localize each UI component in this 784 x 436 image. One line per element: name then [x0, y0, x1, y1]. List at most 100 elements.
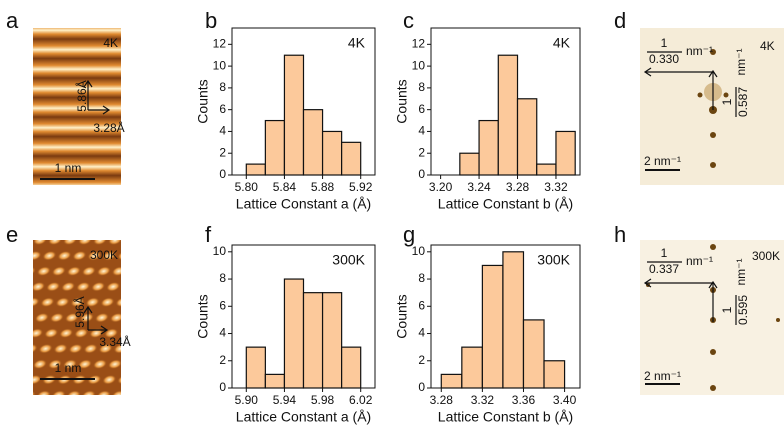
bar — [536, 163, 557, 176]
bar — [321, 292, 343, 389]
x-tick-label: 5.94 — [273, 393, 297, 407]
bar — [516, 98, 538, 176]
y-tick-label: 8 — [219, 271, 226, 285]
bar — [497, 54, 519, 176]
x-tick-label: 5.90 — [235, 393, 259, 407]
fraction: 1 — [720, 306, 734, 313]
axes-frame — [231, 244, 376, 389]
y-tick-label: 4 — [219, 326, 226, 340]
temperature-label: 4K — [553, 35, 571, 51]
y-tick-label: 4 — [219, 124, 226, 138]
y-tick-label: 0 — [418, 167, 425, 181]
scale-bar-label: 2 nm⁻¹ — [644, 154, 681, 168]
scale-bar-label: 2 nm⁻¹ — [644, 369, 681, 383]
x-tick-label: 5.88 — [311, 180, 335, 194]
lattice-label: 5.86Å — [74, 80, 89, 111]
temperature-label: 4K — [760, 39, 775, 53]
bar — [543, 360, 566, 389]
bar — [302, 292, 324, 389]
x-tick-label: 3.24 — [467, 180, 491, 194]
fraction: 0.337 — [649, 262, 679, 276]
y-tick-label: 0 — [418, 380, 425, 394]
y-tick-label: 6 — [418, 102, 425, 116]
bar — [502, 251, 525, 389]
y-tick-label: 0 — [219, 167, 226, 181]
y-tick-label: 4 — [418, 326, 425, 340]
bar — [283, 54, 305, 176]
bar — [245, 346, 266, 389]
y-tick-label: 12 — [412, 37, 426, 51]
stm-image — [33, 28, 121, 185]
temperature-label: 4K — [348, 35, 366, 51]
x-tick-label: 5.92 — [349, 180, 373, 194]
x-tick-label: 3.32 — [471, 393, 495, 407]
temperature-label: 300K — [90, 248, 118, 262]
lattice-label: 3.34Å — [99, 334, 130, 349]
x-tick-label: 5.84 — [273, 180, 297, 194]
axes-frame — [430, 244, 581, 389]
fraction: 1 — [720, 98, 734, 105]
y-tick-label: 2 — [219, 353, 226, 367]
panel-letter: b — [205, 8, 217, 33]
panel-letter: f — [205, 222, 212, 247]
y-tick-label: 6 — [219, 102, 226, 116]
bar — [245, 163, 266, 176]
unit: nm⁻¹ — [686, 254, 713, 268]
x-tick-label: 6.02 — [349, 393, 373, 407]
x-tick-label: 5.80 — [235, 180, 259, 194]
y-axis-label: Counts — [195, 79, 211, 123]
panel-letter: h — [614, 222, 626, 247]
bar — [522, 319, 545, 389]
bar — [264, 119, 286, 176]
y-tick-label: 6 — [219, 298, 226, 312]
x-axis-label: Lattice Constant b (Å) — [438, 409, 573, 425]
unit: nm⁻¹ — [686, 44, 713, 58]
temperature-label: 300K — [752, 249, 780, 263]
bar — [461, 346, 483, 389]
temperature-label: 300K — [332, 252, 365, 268]
x-tick-label: 3.28 — [430, 393, 454, 407]
bar — [481, 264, 504, 389]
scale-bar-label: 1 nm — [55, 161, 82, 175]
y-tick-label: 0 — [219, 380, 226, 394]
panel-letter: g — [403, 222, 415, 247]
bar — [283, 278, 305, 389]
y-tick-label: 6 — [418, 298, 425, 312]
x-tick-label: 3.32 — [544, 180, 568, 194]
fraction: 1 — [661, 36, 668, 50]
y-tick-label: 12 — [213, 37, 227, 51]
lattice-label: 5.96Å — [72, 296, 87, 327]
bar — [459, 152, 480, 176]
temperature-label: 4K — [103, 36, 118, 50]
bar — [341, 346, 362, 389]
x-axis-label: Lattice Constant b (Å) — [438, 196, 573, 212]
y-tick-label: 10 — [412, 244, 426, 258]
x-tick-label: 5.98 — [311, 393, 335, 407]
lattice-label: 3.28Å — [93, 120, 124, 135]
fraction: 0.595 — [736, 295, 750, 325]
fraction: 0.587 — [736, 87, 750, 117]
y-tick-label: 4 — [418, 124, 425, 138]
y-tick-label: 10 — [213, 58, 227, 72]
fraction: 0.330 — [649, 52, 679, 66]
y-tick-label: 8 — [418, 271, 425, 285]
bar — [341, 141, 362, 176]
y-tick-label: 10 — [213, 244, 227, 258]
unit: nm⁻¹ — [734, 48, 748, 75]
y-tick-label: 2 — [219, 145, 226, 159]
y-tick-label: 10 — [412, 58, 426, 72]
annotations — [40, 51, 737, 385]
x-axis-label: Lattice Constant a (Å) — [236, 409, 371, 425]
stm-image — [33, 240, 121, 395]
panel-letter: d — [614, 8, 626, 33]
x-tick-label: 3.20 — [429, 180, 453, 194]
bar — [264, 373, 286, 389]
y-tick-label: 8 — [418, 80, 425, 94]
x-tick-label: 3.28 — [506, 180, 530, 194]
x-tick-label: 3.36 — [512, 393, 536, 407]
panel-letter: c — [403, 8, 414, 33]
y-axis-label: Counts — [394, 79, 410, 123]
fraction: 1 — [661, 246, 668, 260]
unit: nm⁻¹ — [734, 258, 748, 285]
